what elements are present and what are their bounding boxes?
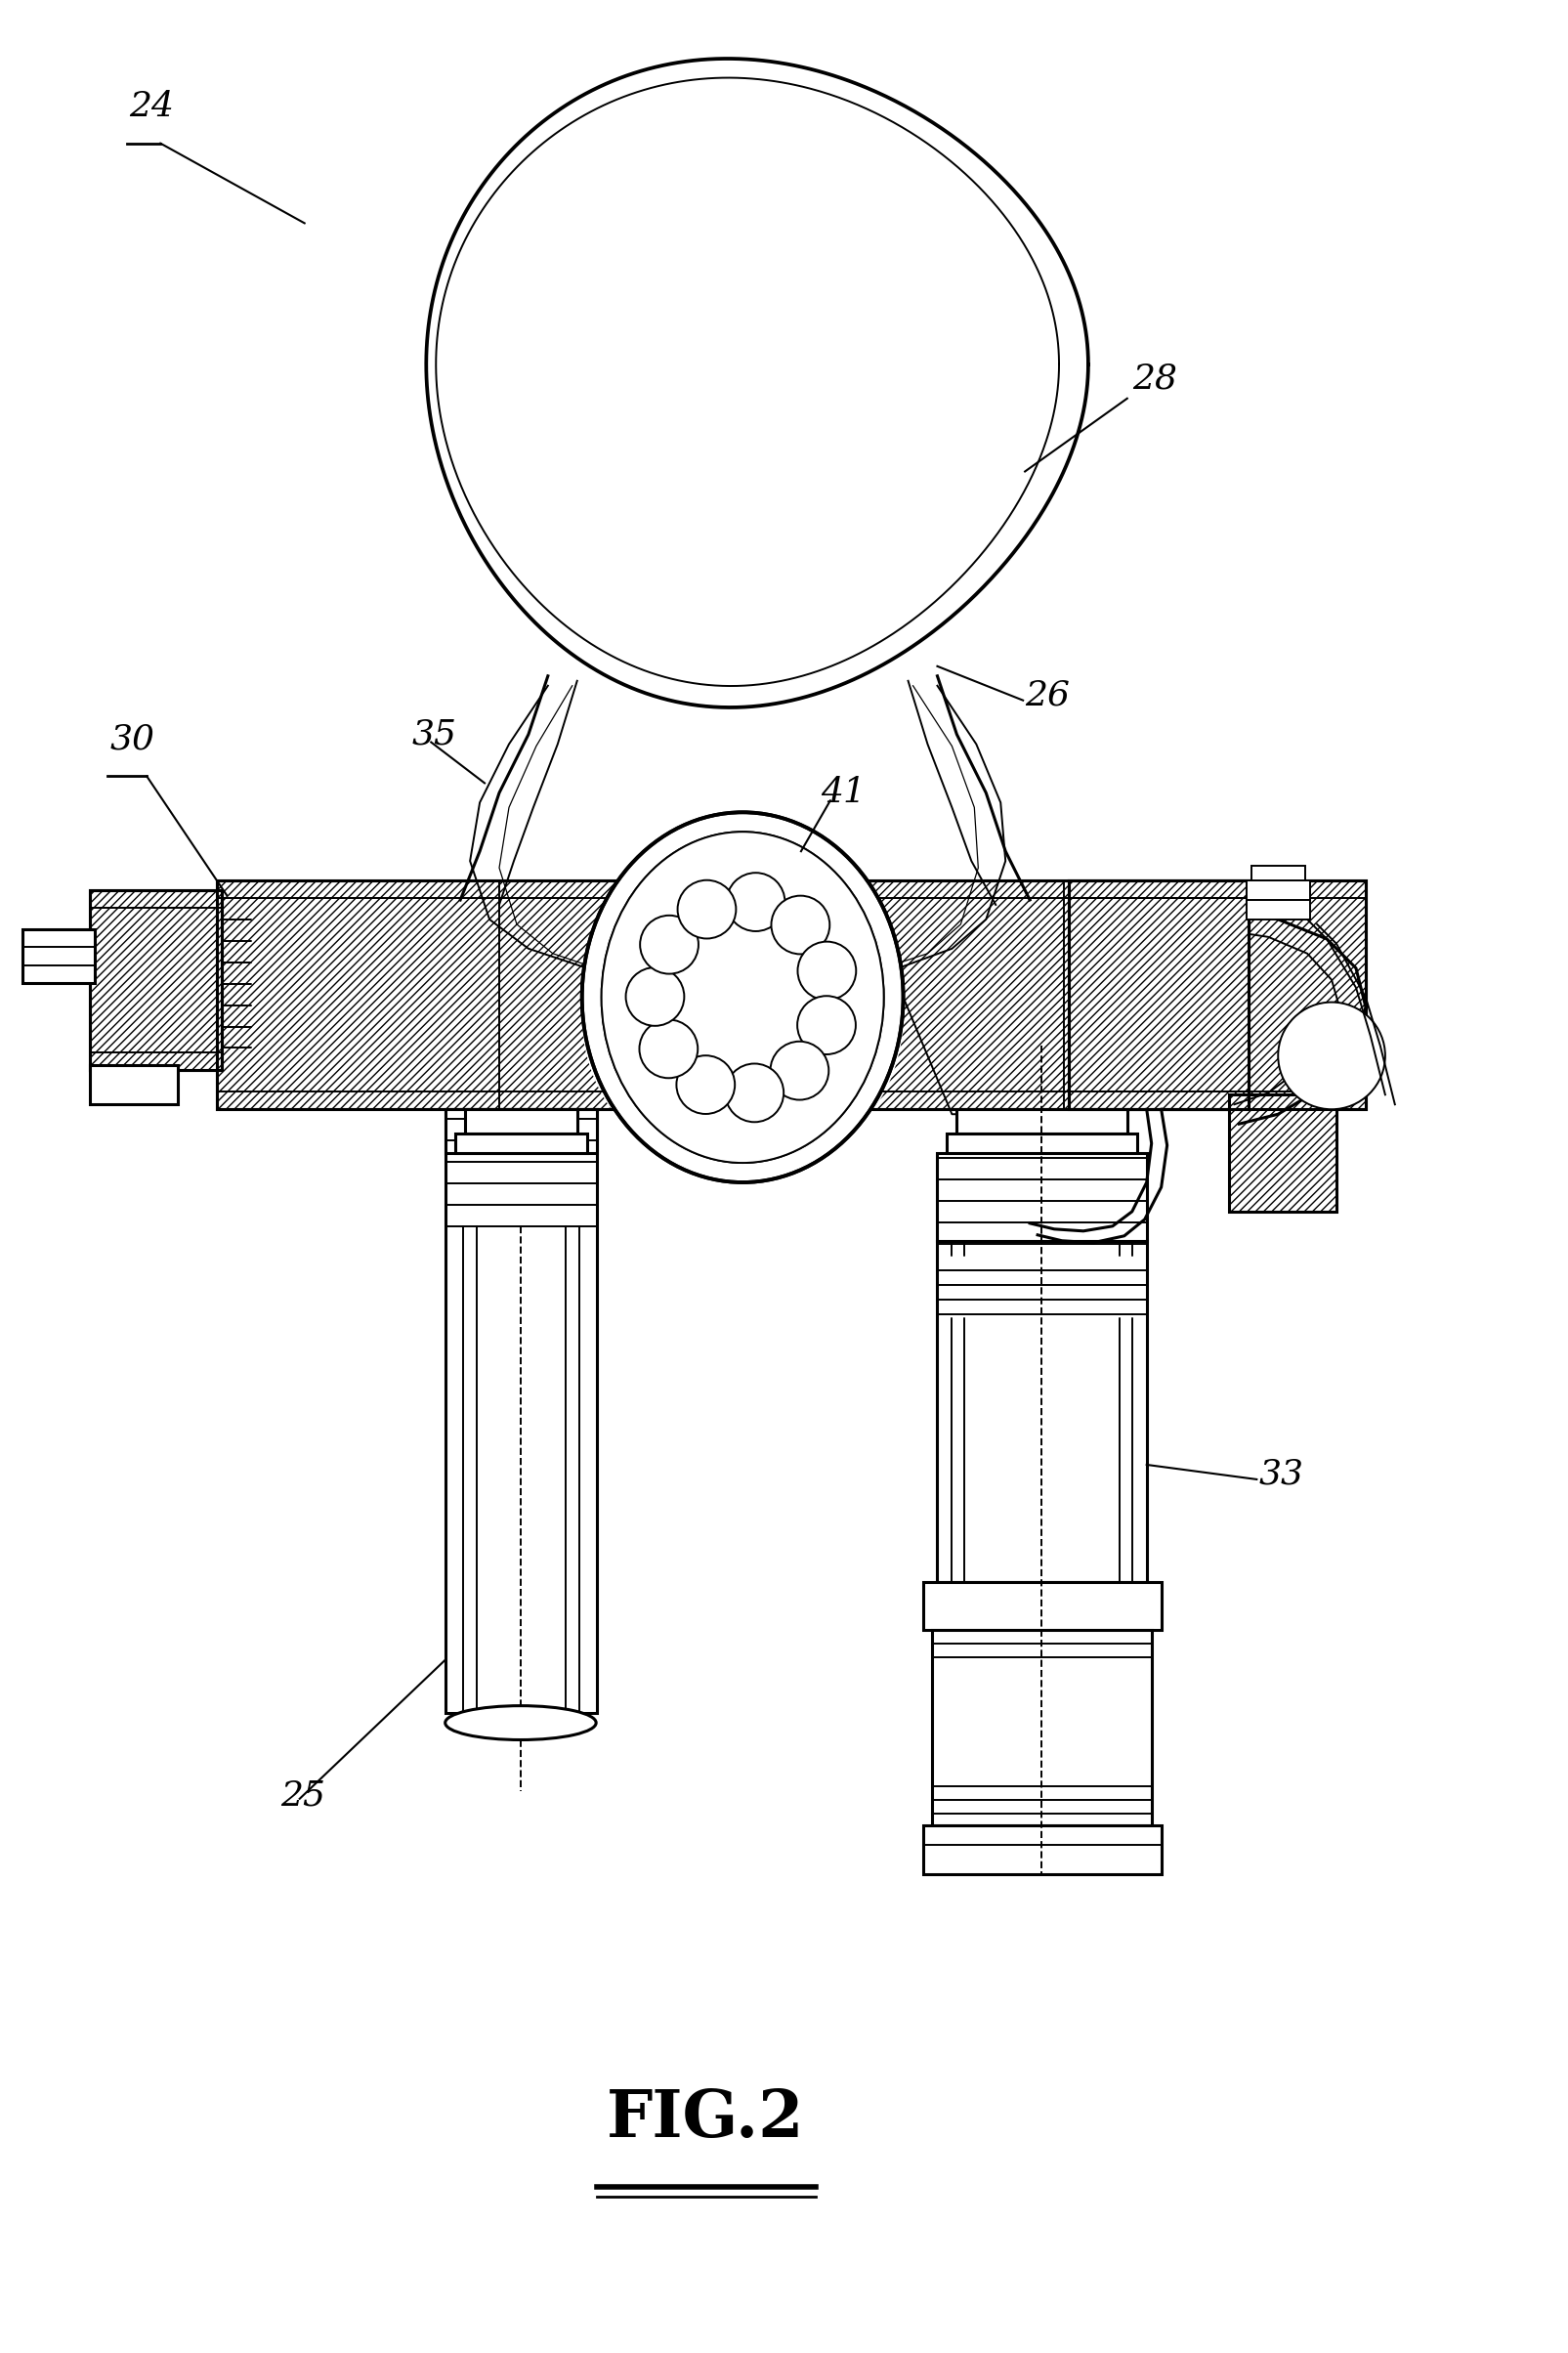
Bar — [1068, 880, 1248, 1108]
Bar — [947, 1134, 1137, 1153]
Bar — [445, 1108, 596, 1153]
Bar — [91, 889, 221, 1071]
Text: 26: 26 — [1024, 678, 1069, 713]
Circle shape — [676, 1056, 734, 1113]
Text: 24: 24 — [129, 89, 174, 122]
Bar — [216, 880, 1364, 1108]
Text: 41: 41 — [820, 776, 866, 809]
Bar — [1068, 880, 1248, 1108]
Ellipse shape — [601, 831, 883, 1162]
Bar — [91, 1066, 177, 1104]
Text: 35: 35 — [411, 718, 456, 751]
Bar — [464, 1108, 577, 1134]
Ellipse shape — [582, 812, 903, 1181]
Bar — [1247, 880, 1309, 920]
Ellipse shape — [582, 812, 903, 1181]
Bar — [931, 1631, 1151, 1826]
Bar — [936, 1240, 1146, 1581]
Text: 30: 30 — [110, 722, 155, 755]
Circle shape — [1278, 1002, 1385, 1108]
Ellipse shape — [601, 831, 883, 1162]
Text: 25: 25 — [281, 1779, 325, 1812]
Ellipse shape — [445, 1706, 596, 1739]
Circle shape — [724, 1064, 782, 1122]
Text: 28: 28 — [1132, 362, 1176, 395]
Bar — [1229, 1094, 1336, 1212]
Circle shape — [582, 856, 903, 1176]
Bar — [936, 1153, 1146, 1240]
Circle shape — [770, 1042, 828, 1099]
Circle shape — [771, 896, 829, 953]
Circle shape — [626, 967, 684, 1026]
Bar — [922, 1826, 1160, 1873]
Circle shape — [797, 941, 856, 1000]
Text: FIG.2: FIG.2 — [605, 2087, 804, 2151]
Bar — [91, 889, 221, 1071]
Bar — [216, 880, 1364, 1108]
Circle shape — [726, 873, 784, 932]
Bar — [22, 929, 96, 984]
Text: 33: 33 — [1258, 1459, 1303, 1492]
Bar — [922, 1581, 1160, 1631]
Circle shape — [640, 1019, 698, 1078]
Bar — [1229, 1094, 1336, 1212]
Bar — [1251, 866, 1305, 880]
Circle shape — [677, 880, 735, 939]
Bar — [956, 1108, 1126, 1134]
Bar — [455, 1134, 586, 1153]
Bar — [445, 1108, 596, 1713]
Circle shape — [640, 915, 698, 974]
Circle shape — [797, 995, 855, 1054]
